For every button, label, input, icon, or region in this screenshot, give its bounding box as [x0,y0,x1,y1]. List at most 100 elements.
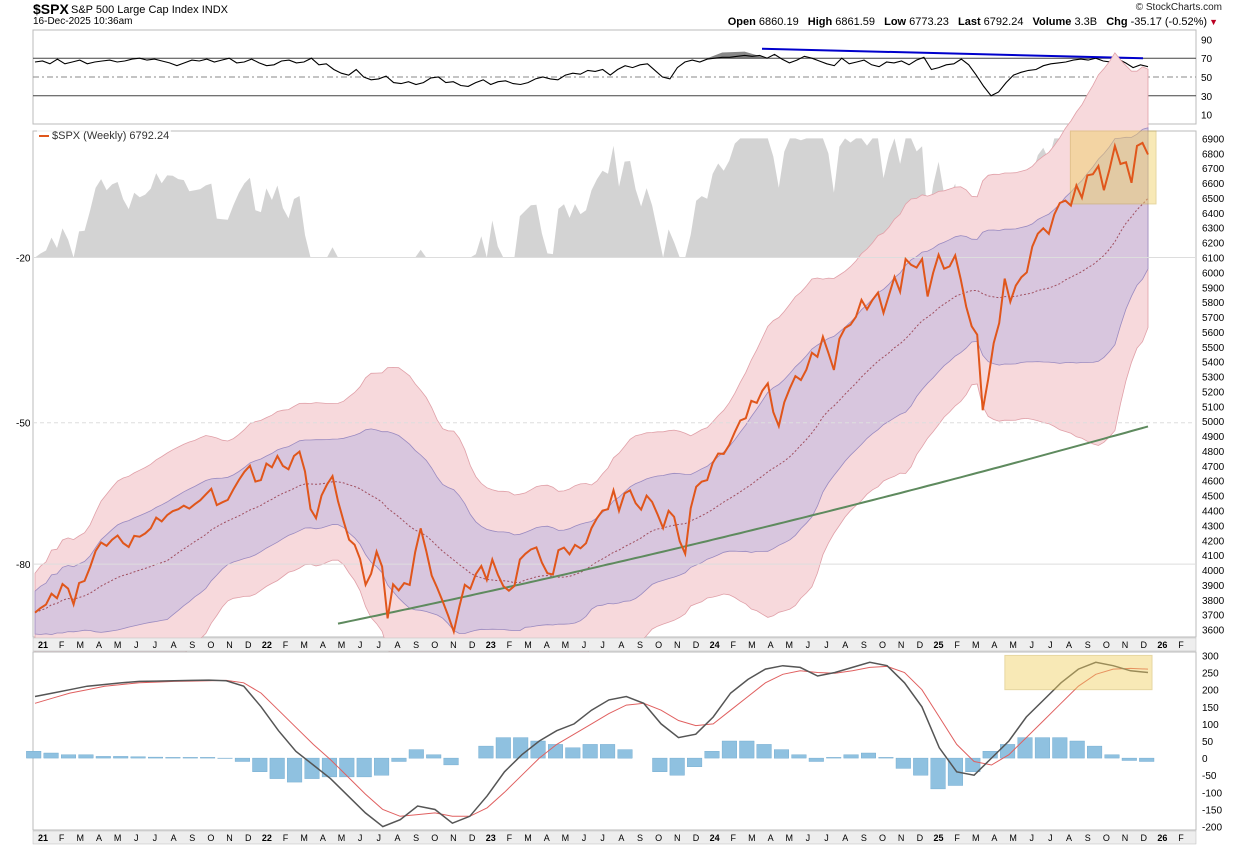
histogram-bar [791,754,807,759]
histogram-bar [495,737,511,759]
histogram-bar [600,744,616,759]
price-x-axis-label: 22 [262,640,272,650]
macd-x-axis-label: J [1030,833,1035,843]
macd-x-axis-label: 23 [486,833,496,843]
macd-x-axis-label: O [1103,833,1110,843]
price-x-axis-label: A [394,640,400,650]
histogram-bar [426,754,442,759]
histogram-bar [826,757,842,759]
price-tick: 5000 [1202,417,1225,428]
histogram-bar [652,757,668,772]
price-x-axis-label: J [153,640,158,650]
price-x-axis-label: N [1122,640,1129,650]
macd-x-axis-label: A [768,833,774,843]
price-x-axis-label: A [618,640,624,650]
price-tick: 6200 [1202,239,1225,250]
macd-x-axis-label: 22 [262,833,272,843]
macd-x-axis-label: F [507,833,513,843]
moving-average-line [34,197,1149,614]
macd-x-axis-label: A [991,833,997,843]
macd-x-axis-label: O [207,833,214,843]
macd-x-axis-label: J [806,833,811,843]
price-x-axis-label: A [544,640,550,650]
histogram-bar [1104,754,1120,759]
histogram-bar [269,757,285,779]
histogram-bar [913,757,929,776]
price-tick: 4700 [1202,462,1225,473]
macd-tick: 150 [1202,703,1219,714]
price-legend: $SPX (Weekly) 6792.24 [37,130,172,142]
price-x-axis-label: M [1009,640,1017,650]
histogram-bar [408,749,424,759]
price-tick: 5900 [1202,283,1225,294]
histogram-bar [234,757,250,762]
macd-x-axis-label: F [954,833,960,843]
price-line [34,141,1149,636]
rsi-trend-line [761,47,1144,60]
rsi-tick: 50 [1201,73,1213,84]
macd-x-axis-label: M [562,833,570,843]
histogram-bar [861,752,877,759]
price-tick: 5400 [1202,358,1225,369]
low-value: 6773.23 [909,16,949,28]
macd-x-axis-label: A [394,833,400,843]
histogram-bar [26,751,42,759]
inner-band [34,127,1149,636]
macd-x-axis-label: N [898,833,905,843]
price-tick: 6500 [1202,194,1225,205]
price-tick: 5700 [1202,313,1225,324]
price-x-axis-label: N [226,640,233,650]
macd-x-axis-label: S [637,833,643,843]
price-tick: 5200 [1202,387,1225,398]
chart-header: $SPX S&P 500 Large Cap Index INDX 16-Dec… [0,0,1240,28]
histogram-bar [617,749,633,759]
histogram-bar [1034,737,1050,759]
histogram-bar [443,757,459,766]
histogram-bar [930,757,946,790]
histogram-bar [200,757,216,759]
price-tick: 4000 [1202,566,1225,577]
price-x-axis-label: S [637,640,643,650]
symbol: $SPX [33,1,69,17]
histogram-bar [78,754,94,759]
histogram-bar [1121,757,1137,761]
macd-x-axis-label: O [655,833,662,843]
rsi-tick: 10 [1201,111,1213,122]
price-x-axis-label: J [377,640,382,650]
price-x-axis-label: A [768,640,774,650]
histogram-bar [113,756,129,759]
rsi-tick: 30 [1201,92,1213,103]
price-tick: 6600 [1202,179,1225,190]
price-x-axis-label: D [1140,640,1147,650]
price-tick: 6700 [1202,164,1225,175]
price-x-axis-label: D [693,640,700,650]
histogram-bar [565,747,581,759]
price-tick: 4400 [1202,507,1225,518]
volume-label: Volume [1032,16,1072,28]
price-x-axis-label: O [431,640,438,650]
macd-x-axis-bg [32,830,1197,845]
price-x-axis-label: S [189,640,195,650]
histogram-bar [895,757,911,769]
macd-x-axis-label: J [824,833,829,843]
momentum-tick: -50 [16,419,31,430]
rsi-tick: 90 [1201,35,1213,46]
price-x-axis-label: M [972,640,980,650]
histogram-bar [843,754,859,759]
price-x-axis-label: 24 [710,640,720,650]
macd-x-axis-label: M [300,833,308,843]
price-tick: 3600 [1202,626,1225,637]
price-x-axis-label: A [96,640,102,650]
rsi-tick: 70 [1201,54,1213,65]
histogram-bar [478,745,494,759]
price-tick: 4500 [1202,492,1225,503]
price-x-axis-label: D [469,640,476,650]
price-x-axis-label: J [824,640,829,650]
price-tick: 3900 [1202,581,1225,592]
price-x-axis-label: O [1103,640,1110,650]
price-x-axis-label: O [207,640,214,650]
macd-x-axis-label: 24 [710,833,720,843]
histogram-bar [391,757,407,762]
macd-x-axis-label: D [1140,833,1147,843]
